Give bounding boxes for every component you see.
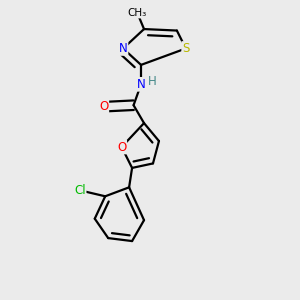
Text: Cl: Cl	[74, 184, 85, 197]
Text: CH₃: CH₃	[127, 8, 146, 18]
Text: S: S	[182, 42, 190, 55]
Text: O: O	[117, 140, 126, 154]
Text: H: H	[148, 75, 157, 88]
Text: N: N	[119, 42, 128, 55]
Text: O: O	[99, 100, 108, 113]
Text: N: N	[137, 78, 146, 91]
